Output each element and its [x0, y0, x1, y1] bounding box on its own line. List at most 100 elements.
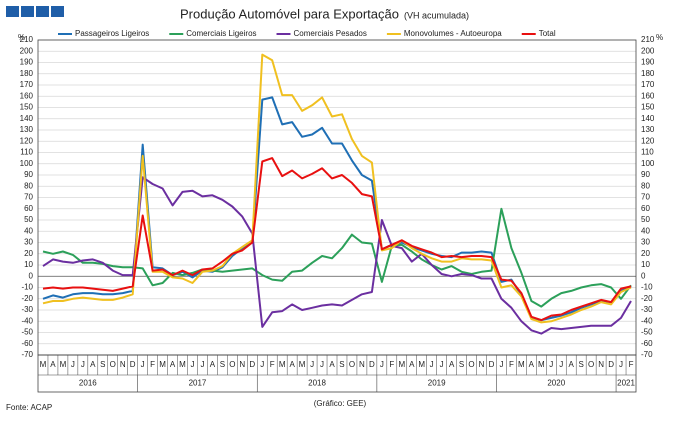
logo: [6, 6, 64, 17]
y-tick-label: 0: [29, 271, 34, 280]
x-tick-label: A: [409, 360, 415, 369]
x-tick-label: F: [270, 360, 275, 369]
x-tick-label: A: [329, 360, 335, 369]
y-tick-label-right: 50: [641, 215, 650, 224]
y-tick-label-right: 60: [641, 204, 650, 213]
y-tick-label-right: 110: [641, 148, 654, 157]
legend-label: Comerciais Ligeiros: [186, 29, 256, 38]
credit: (Gráfico: GEE): [314, 399, 367, 408]
year-label: 2019: [428, 379, 446, 388]
x-tick-label: J: [310, 360, 314, 369]
x-tick-label: S: [459, 360, 464, 369]
y-tick-label-right: 140: [641, 114, 655, 123]
chart-title: Produção Automóvel para Exportação: [180, 6, 399, 21]
x-tick-label: O: [468, 360, 474, 369]
y-tick-label-right: 120: [641, 136, 655, 145]
y-axis-label-right: %: [656, 33, 663, 42]
x-tick-label: M: [538, 360, 545, 369]
y-tick-label: -10: [21, 283, 33, 292]
x-tick-label: N: [359, 360, 365, 369]
x-tick-label: A: [569, 360, 575, 369]
legend: Passageiros Ligeiros Comerciais Ligeiros C…: [58, 29, 556, 38]
y-tick-label: 90: [24, 170, 33, 179]
x-tick-label: F: [509, 360, 514, 369]
year-label: 2020: [547, 379, 565, 388]
x-tick-label: J: [559, 360, 563, 369]
x-tick-label: J: [430, 360, 434, 369]
y-tick-label: -50: [21, 328, 33, 337]
y-tick-label: 120: [20, 136, 34, 145]
y-tick-label: 180: [20, 69, 34, 78]
x-tick-label: J: [190, 360, 194, 369]
y-tick-label-right: 130: [641, 125, 655, 134]
year-label: 2021: [617, 379, 635, 388]
x-tick-label: N: [239, 360, 245, 369]
x-tick-label: N: [598, 360, 604, 369]
y-tick-label-right: -10: [641, 283, 653, 292]
legend-label: Comerciais Pesados: [294, 29, 367, 38]
x-tick-label: F: [389, 360, 394, 369]
x-tick-label: J: [81, 360, 85, 369]
y-axis-label: %: [18, 33, 25, 42]
x-tick-label: J: [141, 360, 145, 369]
y-tick-label-right: 10: [641, 260, 650, 269]
x-tick-label: D: [249, 360, 255, 369]
y-tick-label: 30: [24, 238, 33, 247]
x-tick-label: D: [608, 360, 614, 369]
y-tick-label-right: 30: [641, 238, 650, 247]
x-tick-label: D: [369, 360, 375, 369]
year-label: 2018: [308, 379, 326, 388]
source: Fonte: ACAP: [6, 403, 52, 412]
x-tick-label: J: [380, 360, 384, 369]
x-tick-label: J: [440, 360, 444, 369]
x-tick-label: O: [110, 360, 116, 369]
y-tick-label: 160: [20, 91, 34, 100]
x-tick-label: O: [229, 360, 235, 369]
x-tick-label: J: [260, 360, 264, 369]
y-tick-label: 150: [20, 103, 34, 112]
x-tick-label: M: [179, 360, 186, 369]
series-line: [42, 176, 632, 335]
y-tick-label: 170: [20, 80, 34, 89]
y-tick-label-right: 180: [641, 69, 655, 78]
y-tick-label: -70: [21, 350, 33, 359]
x-tick-label: M: [40, 360, 47, 369]
y-tick-label: 10: [24, 260, 33, 269]
legend-label: Monovolumes - Autoeuropa: [404, 29, 502, 38]
x-tick-label: A: [289, 360, 295, 369]
y-tick-label-right: 70: [641, 193, 650, 202]
y-tick-label-right: 100: [641, 159, 655, 168]
x-tick-label: J: [499, 360, 503, 369]
y-tick-label-right: 20: [641, 249, 650, 258]
x-tick-label: F: [629, 360, 634, 369]
y-tick-label: -30: [21, 305, 33, 314]
x-tick-label: J: [200, 360, 204, 369]
year-label: 2017: [189, 379, 207, 388]
y-tick-label-right: 80: [641, 181, 650, 190]
x-tick-label: M: [299, 360, 306, 369]
y-tick-label-right: 160: [641, 91, 655, 100]
y-tick-label: 100: [20, 159, 34, 168]
x-tick-label: D: [130, 360, 136, 369]
y-tick-label: 140: [20, 114, 34, 123]
y-tick-label-right: 0: [641, 271, 646, 280]
y-tick-label: 80: [24, 181, 33, 190]
y-tick-label: 60: [24, 204, 33, 213]
x-tick-label: M: [159, 360, 166, 369]
y-tick-label: 50: [24, 215, 33, 224]
legend-label: Passageiros Ligeiros: [75, 29, 149, 38]
x-tick-label: J: [320, 360, 324, 369]
y-tick-label-right: 190: [641, 58, 655, 67]
x-tick-label: M: [418, 360, 425, 369]
y-tick-label-right: -40: [641, 316, 653, 325]
y-tick-label: 40: [24, 226, 33, 235]
x-tick-label: S: [220, 360, 225, 369]
x-tick-label: A: [50, 360, 56, 369]
x-tick-label: M: [60, 360, 67, 369]
y-tick-label-right: 210: [641, 35, 655, 44]
y-tick-label: 200: [20, 46, 34, 55]
series-line: [42, 53, 632, 324]
x-tick-label: A: [529, 360, 535, 369]
x-tick-label: A: [449, 360, 455, 369]
